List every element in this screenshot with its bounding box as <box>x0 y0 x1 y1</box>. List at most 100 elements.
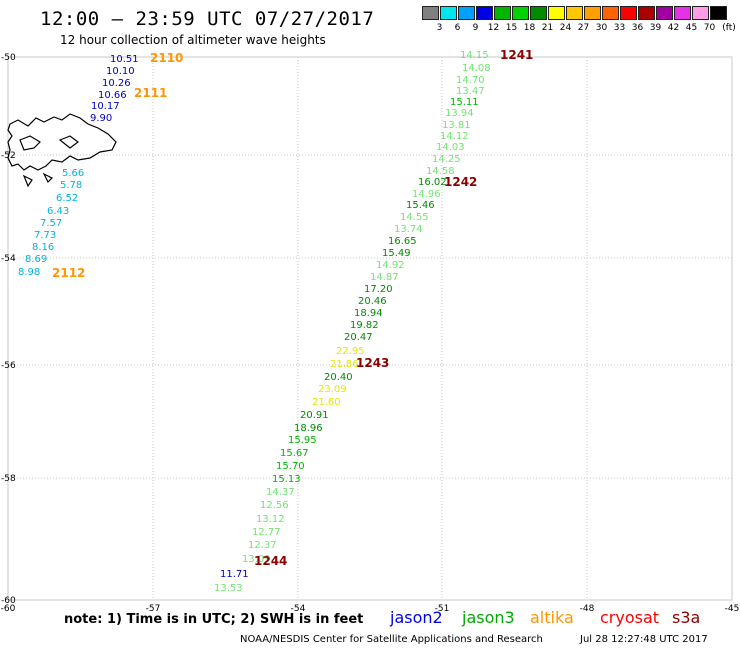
wave-height-value: 18.96 <box>294 423 323 434</box>
map-frame <box>7 56 733 601</box>
wave-height-value: 14.70 <box>456 75 485 86</box>
legend-note: note: 1) Time is in UTC; 2) SWH is in fe… <box>64 612 364 627</box>
legend-s3a: s3a <box>672 608 701 627</box>
scale-label: 36 <box>631 23 644 33</box>
wave-height-value: 11.71 <box>220 569 249 580</box>
wave-height-value: 15.67 <box>280 448 309 459</box>
scale-label: 42 <box>667 23 680 33</box>
wave-height-value: 21.60 <box>312 397 341 408</box>
scale-label: 3 <box>436 23 443 33</box>
lon-tick-label: -51 <box>435 604 450 614</box>
wave-height-value: 15.95 <box>288 435 317 446</box>
page-subtitle: 12 hour collection of altimeter wave hei… <box>60 33 326 47</box>
scale-swatch <box>566 6 583 20</box>
wave-height-value: 21.86 <box>330 359 359 370</box>
wave-height-value: 15.49 <box>382 248 411 259</box>
scale-swatch <box>710 6 727 20</box>
lat-tick-label: -54 <box>1 254 16 264</box>
wave-height-value: 14.15 <box>460 50 489 61</box>
scale-label: 24 <box>559 23 572 33</box>
wave-height-value: 13.09 <box>242 554 271 565</box>
wave-height-value: 15.70 <box>276 461 305 472</box>
pass-time-label: 1244 <box>254 554 287 568</box>
wave-height-value: 14.55 <box>400 212 429 223</box>
wave-height-value: 14.08 <box>462 63 491 74</box>
page-title: 12:00 — 23:59 UTC 07/27/2017 <box>40 8 375 30</box>
wave-height-value: 22.95 <box>336 346 365 357</box>
scale-unit: (ft) <box>722 23 736 33</box>
wave-height-value: 18.94 <box>354 308 383 319</box>
wave-height-value: 14.03 <box>436 142 465 153</box>
scale-swatch <box>638 6 655 20</box>
wave-height-value: 12.77 <box>252 527 281 538</box>
wave-height-value: 10.10 <box>106 66 135 77</box>
scale-swatch <box>422 6 439 20</box>
wave-height-value: 10.66 <box>98 90 127 101</box>
scale-label: 12 <box>487 23 500 33</box>
scale-swatch <box>692 6 709 20</box>
scale-label: 27 <box>577 23 590 33</box>
wave-height-value: 14.92 <box>376 260 405 271</box>
wave-height-value: 13.74 <box>394 224 423 235</box>
wave-height-value: 14.58 <box>426 166 455 177</box>
lat-tick-label: -58 <box>1 474 16 484</box>
footer-timestamp: Jul 28 12:27:48 UTC 2017 <box>580 634 708 645</box>
wave-height-value: 19.82 <box>350 320 379 331</box>
scale-swatch <box>476 6 493 20</box>
lat-tick-label: -60 <box>1 596 16 606</box>
pass-time-label: 2111 <box>134 86 167 100</box>
scale-swatch <box>602 6 619 20</box>
wave-height-value: 13.53 <box>214 583 243 594</box>
wave-height-value: 20.91 <box>300 410 329 421</box>
wave-height-value: 10.17 <box>91 101 120 112</box>
scale-swatch <box>458 6 475 20</box>
footer-credit: NOAA/NESDIS Center for Satellite Applica… <box>240 634 543 645</box>
wave-height-value: 6.52 <box>56 193 78 204</box>
lat-tick-label: -56 <box>1 361 16 371</box>
scale-label: 33 <box>613 23 626 33</box>
wave-height-value: 14.12 <box>440 131 469 142</box>
scale-swatch <box>620 6 637 20</box>
wave-height-value: 14.25 <box>432 154 461 165</box>
wave-height-value: 14.87 <box>370 272 399 283</box>
pass-time-label: 2110 <box>150 51 183 65</box>
pass-time-label: 2112 <box>52 266 85 280</box>
wave-height-value: 7.57 <box>40 218 62 229</box>
wave-height-value: 13.81 <box>442 120 471 131</box>
wave-height-value: 10.26 <box>102 78 131 89</box>
lon-tick-label: -54 <box>291 604 306 614</box>
wave-height-value: 12.37 <box>248 540 277 551</box>
pass-time-labels: 2110 2111 2112 1241 1242 1243 1244 <box>52 48 533 568</box>
scale-label: 30 <box>595 23 608 33</box>
scale-swatch <box>656 6 673 20</box>
wave-height-value: 23.09 <box>318 384 347 395</box>
legend-altika: altika <box>530 608 574 627</box>
wave-height-value: 9.90 <box>90 113 112 124</box>
wave-height-value: 8.16 <box>32 242 54 253</box>
wave-height-value: 14.96 <box>412 189 441 200</box>
wave-height-value: 20.40 <box>324 372 353 383</box>
wave-height-value: 20.47 <box>344 332 373 343</box>
scale-swatch <box>530 6 547 20</box>
scale-label: 6 <box>454 23 461 33</box>
scale-swatch <box>494 6 511 20</box>
scale-label: 45 <box>685 23 698 33</box>
wave-height-value: 14.37 <box>266 487 295 498</box>
lat-tick-label: -50 <box>1 53 16 63</box>
scale-swatch <box>548 6 565 20</box>
wave-height-value: 5.66 <box>62 168 84 179</box>
wave-height-value: 16.02 <box>418 177 447 188</box>
map-grid: -60 -57 -54 -51 -48 -45-50-52-54-56-58-60 <box>1 53 740 614</box>
legend-jason3: jason3 <box>462 608 515 627</box>
pass-time-label: 1241 <box>500 48 533 62</box>
legend-cryosat: cryosat <box>600 608 660 627</box>
legend-jason2: jason2 <box>390 608 443 627</box>
wave-height-value: 15.46 <box>406 200 435 211</box>
scale-label: 39 <box>649 23 662 33</box>
wave-height-value: 16.65 <box>388 236 417 247</box>
wave-height-value: 20.46 <box>358 296 387 307</box>
lon-tick-label: -57 <box>146 604 161 614</box>
wave-height-value: 15.11 <box>450 97 479 108</box>
wave-height-value: 17.20 <box>364 284 393 295</box>
